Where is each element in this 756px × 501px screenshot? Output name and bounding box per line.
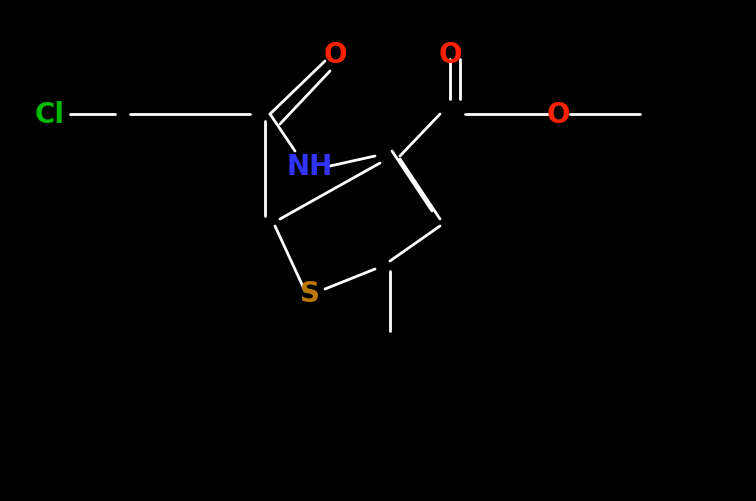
Text: Cl: Cl: [35, 101, 65, 129]
Text: NH: NH: [287, 153, 333, 181]
Text: O: O: [324, 41, 347, 69]
Text: O: O: [547, 101, 570, 129]
Text: S: S: [300, 280, 320, 308]
Text: O: O: [438, 41, 462, 69]
